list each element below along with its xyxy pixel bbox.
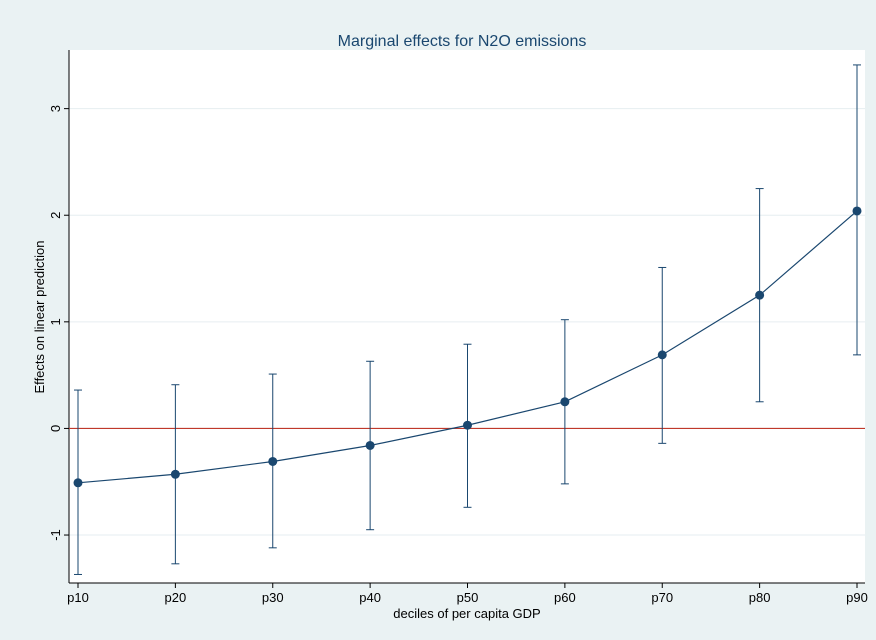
point-p30	[268, 456, 278, 466]
x-tick-label-4: p50	[457, 590, 479, 605]
y-tick-label-2: 1	[48, 318, 63, 325]
point-p10	[73, 478, 83, 488]
y-tick-label-0: -1	[48, 529, 63, 541]
point-p80	[755, 290, 765, 300]
x-tick-label-5: p60	[554, 590, 576, 605]
point-p50	[463, 420, 472, 430]
x-axis-ticks: p10 p20 p30 p40 p50 p60 p70 p80 p90	[67, 583, 868, 605]
chart-title: Marginal effects for N2O emissions	[338, 33, 587, 50]
y-tick-label-1: 0	[48, 425, 63, 432]
data-points	[73, 206, 862, 488]
point-p20	[170, 469, 180, 479]
x-tick-label-0: p10	[67, 590, 89, 605]
x-tick-label-8: p90	[846, 590, 868, 605]
y-tick-label-3: 2	[48, 212, 63, 219]
x-tick-label-7: p80	[749, 590, 771, 605]
y-axis-ticks: -1 0 1 2 3	[48, 105, 69, 541]
x-tick-label-2: p30	[262, 590, 284, 605]
point-p90	[852, 206, 862, 216]
point-p40	[365, 440, 375, 450]
x-tick-label-6: p70	[651, 590, 673, 605]
y-axis-title: Effects on linear prediction	[32, 241, 47, 394]
point-p60	[560, 397, 570, 407]
x-tick-label-3: p40	[359, 590, 381, 605]
y-tick-label-4: 3	[48, 105, 63, 112]
point-p70	[657, 350, 667, 360]
x-tick-label-1: p20	[165, 590, 187, 605]
x-axis-title: deciles of per capita GDP	[393, 606, 540, 621]
